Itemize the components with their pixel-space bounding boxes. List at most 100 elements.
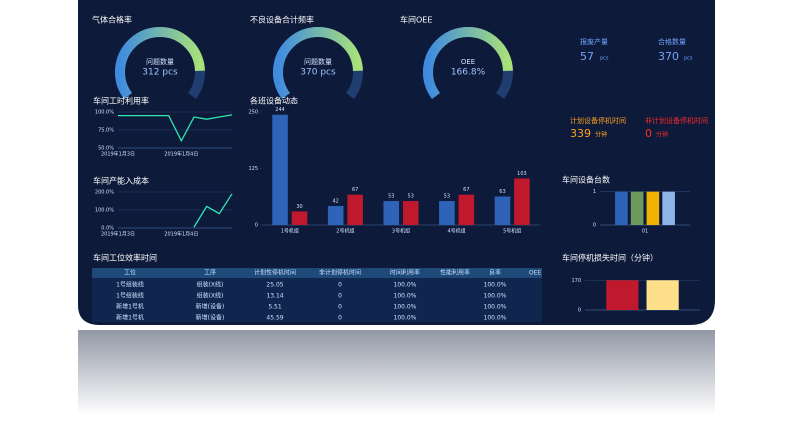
- table-cell: 0: [338, 282, 342, 289]
- line: [118, 114, 233, 143]
- table-cell: 0: [338, 293, 342, 300]
- table-cell: 0: [338, 304, 342, 311]
- table-header: 性能利用率: [440, 269, 470, 277]
- gauge-title: 车间OEE: [400, 15, 432, 25]
- bar: [662, 191, 675, 225]
- y-tick-label: 0: [578, 308, 581, 314]
- bar: [606, 280, 639, 310]
- kpi-value: 57: [580, 50, 594, 63]
- table-header: 工序: [204, 269, 216, 277]
- chart-title: 车间停机损失时间（分钟）: [562, 253, 658, 263]
- table-title: 车间工位效率时间: [93, 253, 157, 263]
- y-tick-label: 0: [593, 223, 596, 229]
- bar: [439, 201, 455, 225]
- gauge-value: 312 pcs: [142, 68, 178, 78]
- data-label: 53: [388, 194, 394, 200]
- x-tick-label: 5号机组: [503, 228, 521, 235]
- data-label: 53: [408, 194, 414, 200]
- table-cell: 100.0%: [394, 293, 417, 300]
- y-tick-label: 50.0%: [98, 146, 114, 152]
- panel: [78, 0, 715, 325]
- chart-title: 车间工时利用率: [93, 96, 149, 106]
- gauge-arc: [115, 27, 205, 99]
- data-label: 53: [444, 194, 450, 200]
- x-tick-label: 2019年1月4日: [164, 231, 198, 238]
- gauge-title: 不良设备合计频率: [250, 15, 314, 25]
- bar: [646, 280, 679, 310]
- kpi-unit: pcs: [684, 56, 693, 62]
- downtime-label: 非计划设备停机时间: [645, 116, 708, 125]
- y-tick-label: 100.0%: [95, 208, 114, 214]
- line: [193, 193, 233, 228]
- gauge-label: OEE: [461, 58, 475, 66]
- data-label: 67: [352, 187, 358, 193]
- x-tick-label: 2019年1月4日: [164, 151, 198, 158]
- table-header-bg: [92, 268, 542, 278]
- bar: [630, 191, 644, 225]
- table-header: 非计划停机时间: [319, 269, 361, 277]
- data-label: 103: [517, 171, 527, 177]
- bar: [615, 191, 628, 225]
- table-header: 时间利用率: [390, 269, 420, 277]
- bar: [402, 201, 419, 225]
- bar: [327, 206, 344, 225]
- kpi-unit: pcs: [600, 56, 609, 62]
- kpi-label: 报废产量: [580, 37, 608, 46]
- table-cell: 100.0%: [484, 315, 507, 322]
- gauge-title: 气体合格率: [92, 15, 132, 25]
- gauge-arc: [273, 27, 363, 99]
- x-tick-label: 2019年1月3日: [101, 231, 135, 238]
- chart-title: 各班设备动态: [250, 96, 298, 106]
- table-header: 工位: [124, 269, 136, 277]
- data-label: 30: [296, 204, 302, 210]
- data-label: 42: [332, 199, 338, 205]
- bar: [347, 194, 363, 225]
- chart-title: 车间产能入成本: [93, 176, 149, 186]
- gauge-value: 370 pcs: [300, 68, 336, 78]
- chart-title: 车间设备台数: [562, 175, 610, 185]
- table-cell: 5.51: [268, 304, 282, 311]
- table-cell: 新增1号机: [116, 314, 144, 322]
- table-cell: 100.0%: [394, 315, 417, 322]
- y-tick-label: 125: [248, 166, 258, 172]
- table-cell: 组装(X线): [197, 292, 224, 300]
- downtime-unit: 分钟: [595, 131, 607, 139]
- gauge-label: 问题数量: [304, 57, 332, 66]
- kpi-label: 合格数量: [658, 37, 686, 46]
- table-cell: 0: [338, 315, 342, 322]
- x-tick-label: 1号机组: [281, 228, 299, 235]
- table-cell: 45.59: [266, 315, 283, 322]
- y-tick-label: 75.0%: [98, 128, 114, 134]
- kpi-value: 370: [658, 50, 679, 63]
- bar: [272, 114, 288, 225]
- downtime-label: 计划设备停机时间: [570, 116, 626, 125]
- reflection: [78, 330, 715, 415]
- bar: [514, 178, 530, 225]
- table-cell: 组装(X线): [197, 281, 224, 289]
- data-label: 244: [275, 107, 285, 113]
- table-cell: 100.0%: [484, 293, 507, 300]
- x-tick-label: 2号机组: [336, 228, 354, 235]
- y-tick-label: 0: [255, 223, 258, 229]
- data-label: 67: [463, 187, 469, 193]
- gauge-label: 问题数量: [146, 57, 174, 66]
- data-label: 63: [499, 189, 505, 195]
- y-tick-label: 200.0%: [95, 190, 114, 196]
- table-header: OEE: [529, 270, 542, 277]
- table-cell: 100.0%: [484, 282, 507, 289]
- table-cell: 13.14: [266, 293, 283, 300]
- table-cell: 新增1号机: [116, 303, 144, 311]
- table-cell: 新增(设备): [196, 303, 225, 311]
- table-header: 计划性停机时间: [254, 269, 296, 277]
- table-cell: 100.0%: [394, 282, 417, 289]
- table-body-bg: [92, 278, 542, 322]
- table-cell: 100.0%: [394, 304, 417, 311]
- table-cell: 100.0%: [484, 304, 507, 311]
- bar: [291, 211, 308, 225]
- y-tick-label: 100.0%: [95, 110, 114, 116]
- downtime-unit: 分钟: [656, 131, 668, 139]
- table-cell: 1号组装线: [116, 292, 144, 300]
- x-tick-label: 4号机组: [448, 228, 466, 235]
- table-cell: 新增(设备): [196, 314, 225, 322]
